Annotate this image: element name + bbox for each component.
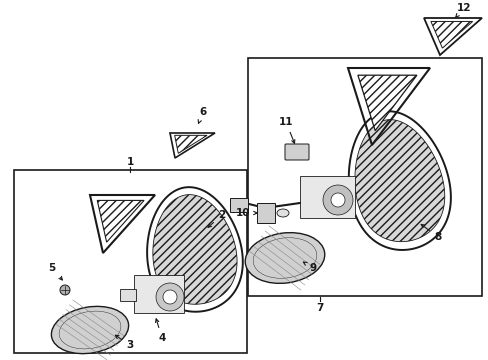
Text: 8: 8 xyxy=(420,224,441,242)
Text: 12: 12 xyxy=(454,3,470,18)
Text: 7: 7 xyxy=(316,303,323,313)
Text: 3: 3 xyxy=(115,335,133,350)
Polygon shape xyxy=(147,187,243,312)
Ellipse shape xyxy=(253,238,316,278)
Ellipse shape xyxy=(276,209,288,217)
Text: 2: 2 xyxy=(207,210,225,228)
Ellipse shape xyxy=(51,306,128,354)
Polygon shape xyxy=(153,195,237,304)
Circle shape xyxy=(156,283,183,311)
Polygon shape xyxy=(348,111,450,250)
Text: 1: 1 xyxy=(126,157,133,167)
Polygon shape xyxy=(354,120,444,242)
Text: 6: 6 xyxy=(198,107,206,123)
Bar xyxy=(14,170,246,353)
Text: 4: 4 xyxy=(155,319,165,343)
Text: 9: 9 xyxy=(303,262,316,273)
Bar xyxy=(120,289,136,301)
Text: 5: 5 xyxy=(48,263,62,280)
Polygon shape xyxy=(174,135,206,153)
Polygon shape xyxy=(357,75,416,131)
Polygon shape xyxy=(97,201,144,242)
Bar xyxy=(229,198,247,212)
Circle shape xyxy=(323,185,352,215)
Text: 11: 11 xyxy=(278,117,294,143)
Polygon shape xyxy=(430,22,472,48)
Circle shape xyxy=(60,285,70,295)
Text: 10: 10 xyxy=(235,208,257,218)
Ellipse shape xyxy=(59,311,121,349)
Ellipse shape xyxy=(245,233,324,283)
Circle shape xyxy=(163,290,177,304)
FancyBboxPatch shape xyxy=(285,144,308,160)
Bar xyxy=(247,58,481,296)
Bar xyxy=(134,275,183,313)
Bar xyxy=(257,203,274,223)
Bar xyxy=(299,176,354,218)
Circle shape xyxy=(330,193,345,207)
